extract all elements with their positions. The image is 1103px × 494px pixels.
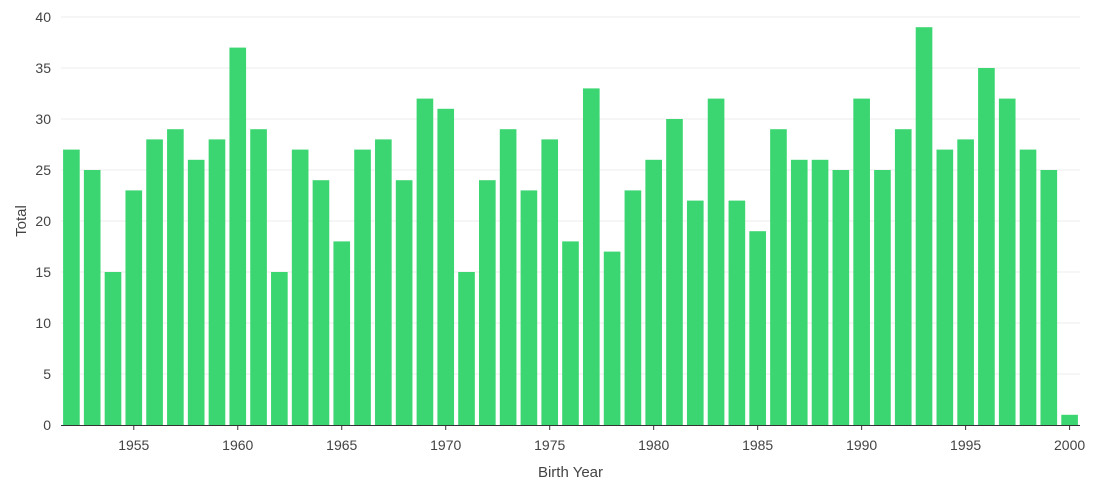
bar: [520, 190, 538, 425]
x-tick-label: 1960: [222, 437, 253, 453]
bar: [479, 180, 496, 425]
bar: [874, 170, 891, 425]
bar: [541, 139, 559, 425]
bar: [1040, 170, 1058, 425]
bar: [666, 119, 683, 425]
bar: [83, 170, 101, 425]
bar: [333, 241, 351, 425]
y-axis-ticks: 0 5 10 15 20 25 30 35 40: [35, 9, 51, 433]
bar: [63, 149, 80, 425]
bar: [1061, 414, 1078, 425]
bar: [125, 190, 143, 425]
bar: [686, 200, 704, 425]
x-tick-label: 1985: [742, 437, 773, 453]
bar: [271, 272, 288, 425]
y-tick-label: 30: [35, 111, 51, 127]
y-tick-label: 0: [43, 417, 51, 433]
bar: [208, 139, 226, 425]
bar: [832, 170, 850, 425]
bar: [395, 180, 413, 425]
bar: [645, 159, 663, 426]
bar: [603, 251, 621, 425]
bar: [291, 149, 309, 425]
x-tick-label: 1955: [118, 437, 149, 453]
y-tick-label: 15: [35, 264, 51, 280]
bar: [894, 129, 912, 425]
bar: [375, 139, 392, 425]
bars: [63, 27, 1078, 426]
bar: [582, 88, 600, 426]
bar: [104, 272, 122, 425]
x-tick-label: 1975: [534, 437, 565, 453]
y-tick-label: 5: [43, 366, 51, 382]
bar: [458, 272, 475, 425]
bar: [936, 149, 954, 425]
bar: [749, 231, 766, 425]
x-tick-label: 1965: [326, 437, 357, 453]
x-tick-label: 2000: [1054, 437, 1085, 453]
y-axis-title: Total: [13, 205, 30, 237]
x-axis-title: Birth Year: [538, 464, 603, 481]
x-axis-ticks: 1955 1960 1965 1970 1975 1980 1985 1990 1995 2000: [118, 425, 1085, 453]
y-tick-label: 10: [35, 315, 51, 331]
y-tick-label: 25: [35, 162, 51, 178]
y-tick-label: 40: [35, 9, 51, 25]
bar: [187, 159, 205, 426]
bar: [416, 98, 434, 425]
bar: [728, 200, 746, 425]
bar: [562, 241, 579, 425]
bar: [250, 129, 267, 425]
bar: [998, 98, 1016, 425]
bar: [707, 98, 725, 425]
x-tick-label: 1980: [638, 437, 669, 453]
bar: [957, 139, 974, 425]
bar: [624, 190, 642, 425]
bar: [146, 139, 163, 425]
x-tick-label: 1990: [846, 437, 877, 453]
bar: [354, 149, 371, 425]
bar: [167, 129, 184, 425]
bar: [312, 180, 330, 425]
bar: [790, 159, 808, 426]
bar: [437, 108, 455, 426]
bar: [499, 129, 517, 425]
y-tick-label: 20: [35, 213, 51, 229]
bar: [853, 98, 870, 425]
bar: [978, 68, 995, 425]
x-tick-label: 1970: [430, 437, 461, 453]
bar: [915, 27, 933, 425]
x-tick-label: 1995: [950, 437, 981, 453]
bar: [1019, 149, 1037, 425]
y-tick-label: 35: [35, 60, 51, 76]
bar: [770, 129, 787, 425]
bar: [811, 159, 829, 426]
bar: [229, 47, 247, 425]
